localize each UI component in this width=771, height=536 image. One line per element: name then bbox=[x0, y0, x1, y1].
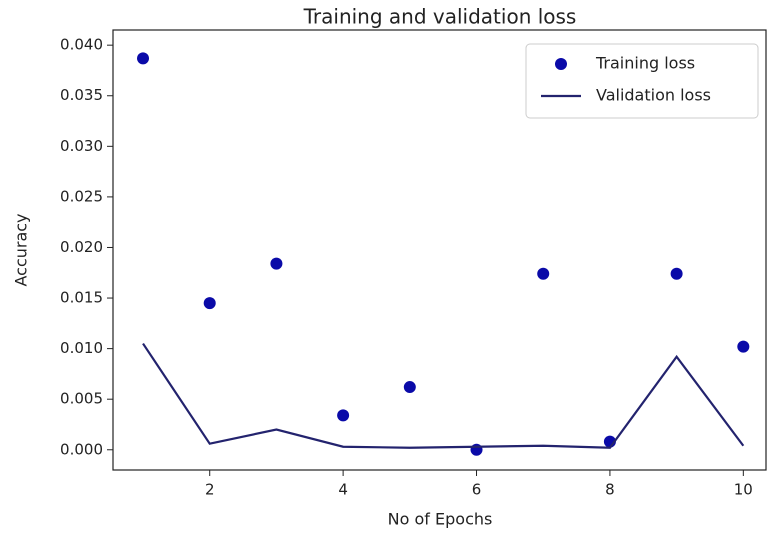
y-tick-label: 0.015 bbox=[60, 289, 103, 307]
data-point bbox=[737, 340, 750, 353]
y-tick-label: 0.025 bbox=[60, 187, 103, 205]
x-tick-label: 6 bbox=[472, 481, 482, 499]
data-point bbox=[470, 443, 483, 456]
y-tick-label: 0.020 bbox=[60, 238, 103, 256]
plot-frame bbox=[112, 29, 767, 471]
x-tick-label: 4 bbox=[338, 481, 348, 499]
y-tick-label: 0.030 bbox=[60, 137, 103, 155]
y-tick-label: 0.010 bbox=[60, 339, 103, 357]
legend-label: Validation loss bbox=[596, 86, 711, 105]
legend-label: Training loss bbox=[595, 54, 695, 73]
data-point bbox=[537, 267, 550, 280]
y-tick-label: 0.040 bbox=[60, 36, 103, 54]
data-point bbox=[203, 297, 216, 310]
y-axis-label: Accuracy bbox=[12, 213, 31, 286]
chart-title: Training and validation loss bbox=[303, 5, 577, 29]
x-tick-label: 10 bbox=[734, 481, 753, 499]
x-tick-label: 2 bbox=[205, 481, 215, 499]
y-tick-label: 0.000 bbox=[60, 440, 103, 458]
legend-marker bbox=[555, 58, 567, 70]
legend-box bbox=[525, 43, 759, 119]
y-tick-label: 0.035 bbox=[60, 86, 103, 104]
data-line bbox=[142, 342, 745, 449]
x-tick-label: 8 bbox=[605, 481, 615, 499]
data-point bbox=[337, 409, 350, 422]
data-point bbox=[270, 257, 283, 270]
x-axis-label: No of Epochs bbox=[388, 510, 493, 529]
data-point bbox=[670, 267, 683, 280]
y-tick-label: 0.005 bbox=[60, 390, 103, 408]
data-point bbox=[403, 381, 416, 394]
data-point bbox=[137, 52, 150, 65]
